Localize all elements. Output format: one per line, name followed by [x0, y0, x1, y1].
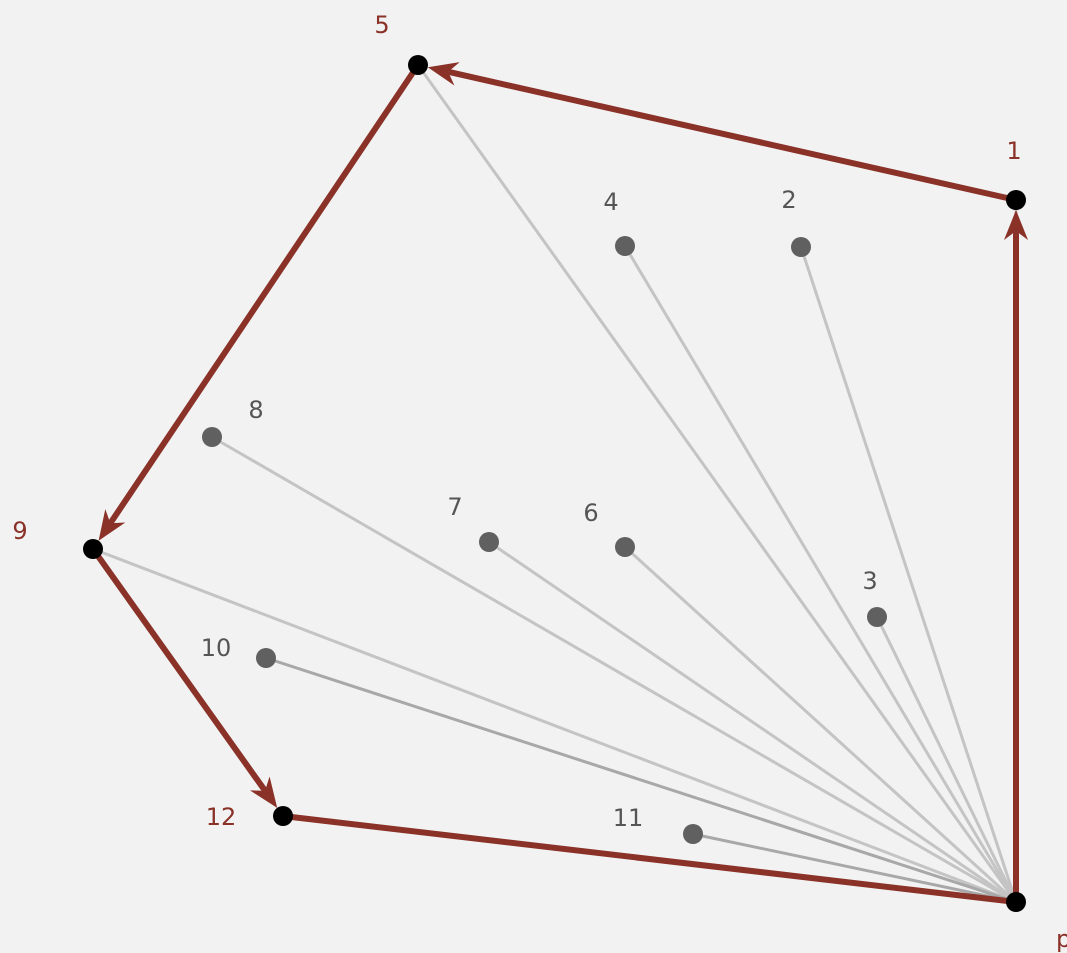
point-label-10: 10 — [201, 634, 232, 662]
point-label-6: 6 — [583, 499, 598, 527]
point-p — [1006, 892, 1026, 912]
point-label-2: 2 — [781, 186, 796, 214]
ray-p-to-8 — [211, 435, 1017, 904]
point-2 — [791, 237, 811, 257]
point-9 — [83, 539, 103, 559]
point-group — [83, 55, 1026, 912]
point-11 — [683, 824, 703, 844]
point-label-5: 5 — [374, 11, 389, 39]
point-10 — [256, 648, 276, 668]
point-label-4: 4 — [603, 188, 618, 216]
ray-p-to-9 — [92, 547, 1017, 904]
point-label-1: 1 — [1006, 137, 1021, 165]
ray-p-to-7 — [488, 540, 1017, 904]
hull-edge-1-to-5 — [448, 69, 1019, 203]
point-8 — [202, 427, 222, 447]
ray-p-to-5 — [416, 64, 1018, 903]
ray-p-to-11 — [692, 832, 1017, 904]
arrowhead-1-to-5 — [427, 62, 460, 86]
ray-p-to-4 — [623, 245, 1018, 903]
ray-p-to-2 — [799, 246, 1018, 903]
point-6 — [615, 537, 635, 557]
point-label-7: 7 — [447, 493, 462, 521]
point-12 — [273, 806, 293, 826]
point-label-8: 8 — [248, 396, 263, 424]
point-label-3: 3 — [862, 567, 877, 595]
point-3 — [867, 607, 887, 627]
point-4 — [615, 236, 635, 256]
hull-group — [90, 62, 1028, 905]
hull-edge-5-to-9 — [108, 62, 421, 524]
point-label-9: 9 — [12, 517, 27, 545]
point-label-12: 12 — [206, 803, 237, 831]
point-7 — [479, 532, 499, 552]
point-label-p: p — [1056, 925, 1067, 953]
ray-p-to-3 — [875, 616, 1018, 903]
point-label-11: 11 — [613, 804, 644, 832]
point-5 — [408, 55, 428, 75]
ray-group — [92, 64, 1018, 904]
arrowhead-9-to-12 — [250, 776, 278, 808]
point-1 — [1006, 190, 1026, 210]
ray-p-to-10 — [265, 656, 1017, 904]
hull-edge-12-to-p — [280, 813, 1019, 905]
ray-p-to-6 — [623, 545, 1018, 904]
arrowhead-p-to-1 — [1004, 210, 1028, 240]
arrowhead-5-to-9 — [98, 509, 126, 541]
hull-edge-9-to-12 — [90, 546, 267, 792]
